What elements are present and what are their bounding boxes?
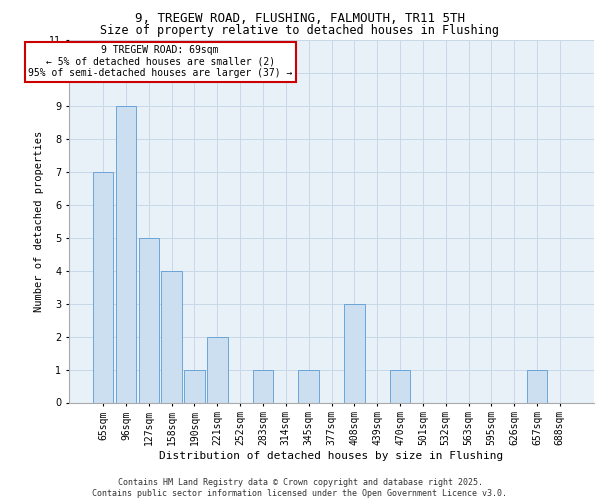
Bar	[161, 270, 182, 402]
Bar	[139, 238, 159, 402]
Bar	[207, 336, 227, 402]
Bar	[116, 106, 136, 403]
Bar	[390, 370, 410, 402]
Bar	[527, 370, 547, 402]
Bar	[253, 370, 273, 402]
Bar	[184, 370, 205, 402]
Bar	[298, 370, 319, 402]
Text: 9, TREGEW ROAD, FLUSHING, FALMOUTH, TR11 5TH: 9, TREGEW ROAD, FLUSHING, FALMOUTH, TR11…	[135, 12, 465, 26]
Bar	[93, 172, 113, 402]
Text: Size of property relative to detached houses in Flushing: Size of property relative to detached ho…	[101, 24, 499, 37]
Y-axis label: Number of detached properties: Number of detached properties	[34, 130, 44, 312]
X-axis label: Distribution of detached houses by size in Flushing: Distribution of detached houses by size …	[160, 451, 503, 461]
Text: Contains HM Land Registry data © Crown copyright and database right 2025.
Contai: Contains HM Land Registry data © Crown c…	[92, 478, 508, 498]
Bar	[344, 304, 365, 402]
Text: 9 TREGEW ROAD: 69sqm
← 5% of detached houses are smaller (2)
95% of semi-detache: 9 TREGEW ROAD: 69sqm ← 5% of detached ho…	[28, 45, 292, 78]
